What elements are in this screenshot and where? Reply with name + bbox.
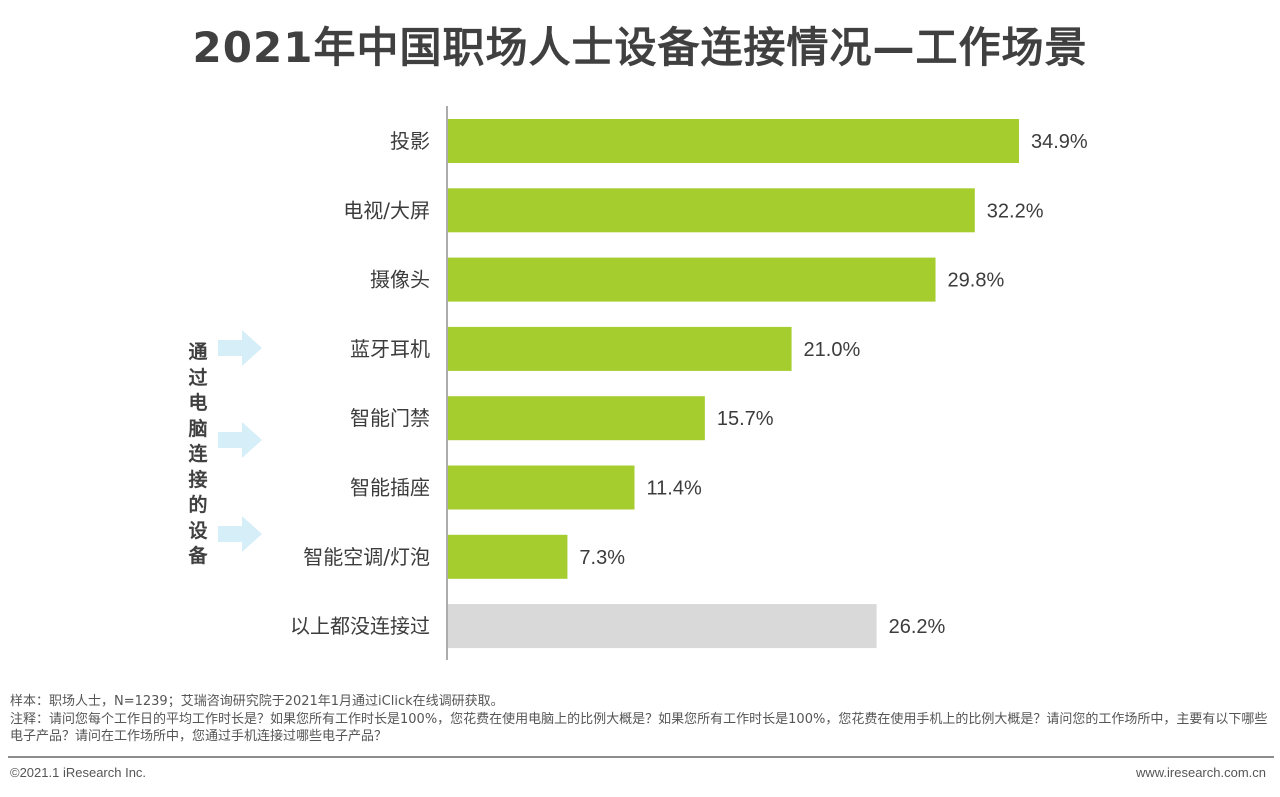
value-label: 11.4% xyxy=(647,478,702,500)
value-label: 34.9% xyxy=(1031,131,1088,153)
value-label: 32.2% xyxy=(987,200,1044,222)
footer-divider xyxy=(8,756,1274,758)
question-note: 注释：请问您每个工作日的平均工作时长是？如果您所有工作时长是100%，您花费在使… xyxy=(10,711,1268,745)
chart-title: 2021年中国职场人士设备连接情况—工作场景 xyxy=(192,23,1088,72)
category-label: 智能门禁 xyxy=(350,406,430,430)
bar-2 xyxy=(448,257,936,302)
value-label: 7.3% xyxy=(579,547,625,569)
bar-4 xyxy=(448,396,705,441)
bar-0 xyxy=(448,119,1019,163)
bar-6 xyxy=(448,534,568,579)
value-label: 21.0% xyxy=(804,339,861,361)
value-label: 29.8% xyxy=(948,270,1005,292)
value-label: 15.7% xyxy=(717,408,774,430)
bar-3 xyxy=(448,326,792,371)
category-label: 蓝牙耳机 xyxy=(350,337,430,361)
bars-layer: 投影 34.9% 电视/大屏 32.2% 摄像头 29.8% 蓝牙耳机 21.0% 智能门禁 15… xyxy=(290,119,1088,649)
bar-7 xyxy=(448,604,877,649)
category-label: 智能插座 xyxy=(350,476,430,500)
sample-note: 样本：职场人士，N=1239；艾瑞咨询研究院于2021年1月通过iClick在线… xyxy=(10,694,504,709)
website-link[interactable]: www.iresearch.com.cn xyxy=(1135,765,1266,780)
side-label: 通过电脑连接的设备 xyxy=(188,341,208,567)
arrow-icon xyxy=(218,422,262,458)
category-label: 投影 xyxy=(390,129,430,153)
bar-5 xyxy=(448,465,635,510)
arrow-icon xyxy=(218,516,262,552)
category-label: 电视/大屏 xyxy=(343,198,430,222)
category-label: 摄像头 xyxy=(370,268,430,292)
copyright: ©2021.1 iResearch Inc. xyxy=(10,765,147,780)
footnotes: 样本：职场人士，N=1239；艾瑞咨询研究院于2021年1月通过iClick在线… xyxy=(10,693,1272,746)
bar-1 xyxy=(448,188,975,233)
bar-chart: 投影 34.9% 电视/大屏 32.2% 摄像头 29.8% 蓝牙耳机 21.0% 智能门禁 15… xyxy=(290,106,1088,660)
arrow-icon xyxy=(218,330,262,366)
category-label: 智能空调/灯泡 xyxy=(303,545,430,569)
category-label: 以上都没连接过 xyxy=(290,614,430,638)
value-label: 26.2% xyxy=(889,616,946,638)
